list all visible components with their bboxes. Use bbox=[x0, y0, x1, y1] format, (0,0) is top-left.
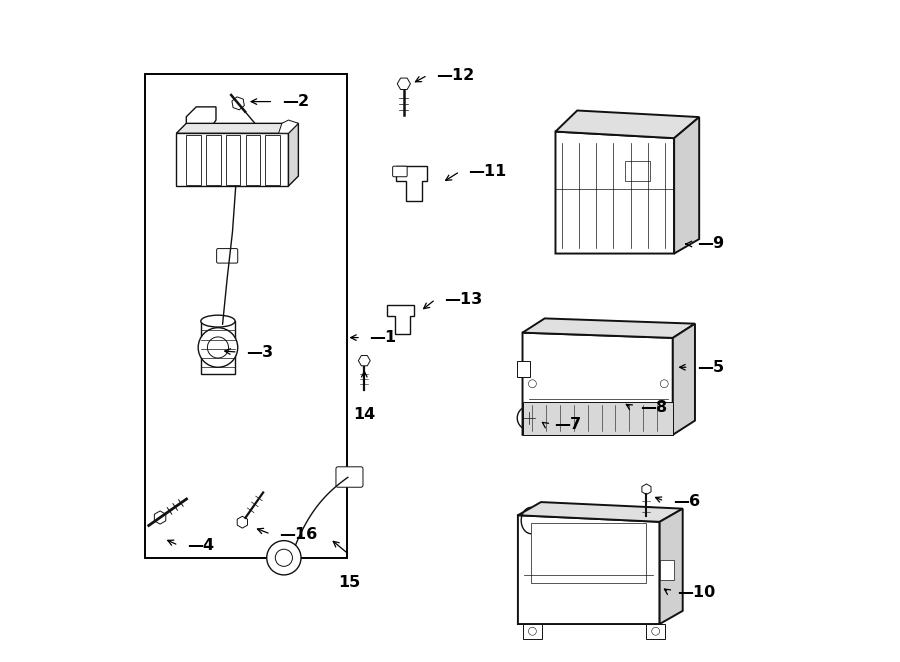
Polygon shape bbox=[642, 484, 651, 495]
Text: —9: —9 bbox=[698, 236, 724, 252]
Text: —1: —1 bbox=[370, 330, 397, 345]
FancyBboxPatch shape bbox=[392, 166, 407, 177]
Ellipse shape bbox=[201, 315, 235, 327]
Polygon shape bbox=[289, 123, 299, 186]
Circle shape bbox=[528, 628, 536, 636]
Circle shape bbox=[275, 549, 292, 567]
Polygon shape bbox=[238, 516, 248, 528]
Text: —13: —13 bbox=[444, 292, 482, 307]
Polygon shape bbox=[358, 355, 370, 366]
Circle shape bbox=[207, 337, 229, 358]
Polygon shape bbox=[396, 166, 427, 201]
Bar bbox=[518, 361, 530, 377]
Polygon shape bbox=[387, 305, 414, 334]
FancyBboxPatch shape bbox=[336, 467, 363, 487]
Text: 15: 15 bbox=[338, 575, 361, 590]
Text: 14: 14 bbox=[353, 407, 375, 422]
Polygon shape bbox=[674, 117, 699, 254]
Polygon shape bbox=[155, 511, 166, 524]
Polygon shape bbox=[232, 97, 244, 110]
Circle shape bbox=[652, 628, 660, 636]
Circle shape bbox=[266, 541, 301, 575]
Polygon shape bbox=[527, 348, 654, 354]
Polygon shape bbox=[186, 134, 201, 185]
Bar bbox=[646, 624, 665, 639]
Circle shape bbox=[528, 380, 536, 388]
Circle shape bbox=[661, 380, 668, 388]
Polygon shape bbox=[660, 508, 683, 624]
Text: —11: —11 bbox=[469, 164, 507, 179]
Text: —2: —2 bbox=[282, 94, 309, 109]
Polygon shape bbox=[226, 134, 240, 185]
Polygon shape bbox=[266, 134, 280, 185]
Text: —3: —3 bbox=[247, 345, 274, 359]
Circle shape bbox=[539, 371, 544, 377]
Circle shape bbox=[624, 368, 635, 380]
Polygon shape bbox=[523, 402, 673, 435]
Polygon shape bbox=[518, 515, 660, 624]
Circle shape bbox=[536, 368, 548, 380]
Text: —7: —7 bbox=[554, 417, 581, 432]
FancyBboxPatch shape bbox=[217, 249, 238, 263]
Circle shape bbox=[627, 371, 633, 377]
Polygon shape bbox=[201, 321, 235, 374]
Polygon shape bbox=[527, 354, 643, 394]
Polygon shape bbox=[397, 78, 410, 89]
Polygon shape bbox=[607, 336, 643, 354]
Polygon shape bbox=[176, 133, 289, 186]
Bar bbox=[146, 74, 346, 559]
Text: —16: —16 bbox=[279, 526, 318, 542]
Polygon shape bbox=[176, 123, 299, 133]
Polygon shape bbox=[279, 120, 299, 133]
Polygon shape bbox=[246, 134, 260, 185]
Circle shape bbox=[198, 328, 238, 367]
Polygon shape bbox=[523, 332, 673, 435]
Bar bbox=[625, 161, 650, 181]
Text: —10: —10 bbox=[678, 585, 716, 600]
Bar bbox=[523, 624, 542, 639]
Bar bbox=[531, 523, 646, 583]
Polygon shape bbox=[555, 111, 699, 138]
Polygon shape bbox=[206, 134, 220, 185]
Polygon shape bbox=[186, 107, 216, 130]
Text: —8: —8 bbox=[640, 400, 667, 415]
Circle shape bbox=[523, 412, 535, 424]
Bar bbox=[660, 560, 674, 579]
Circle shape bbox=[518, 406, 541, 430]
Text: —6: —6 bbox=[673, 494, 700, 508]
Text: —4: —4 bbox=[187, 538, 214, 553]
Polygon shape bbox=[673, 324, 695, 435]
Polygon shape bbox=[518, 502, 683, 522]
Text: —12: —12 bbox=[436, 68, 474, 83]
Polygon shape bbox=[523, 318, 695, 338]
Polygon shape bbox=[555, 132, 674, 254]
Text: —5: —5 bbox=[698, 359, 724, 375]
